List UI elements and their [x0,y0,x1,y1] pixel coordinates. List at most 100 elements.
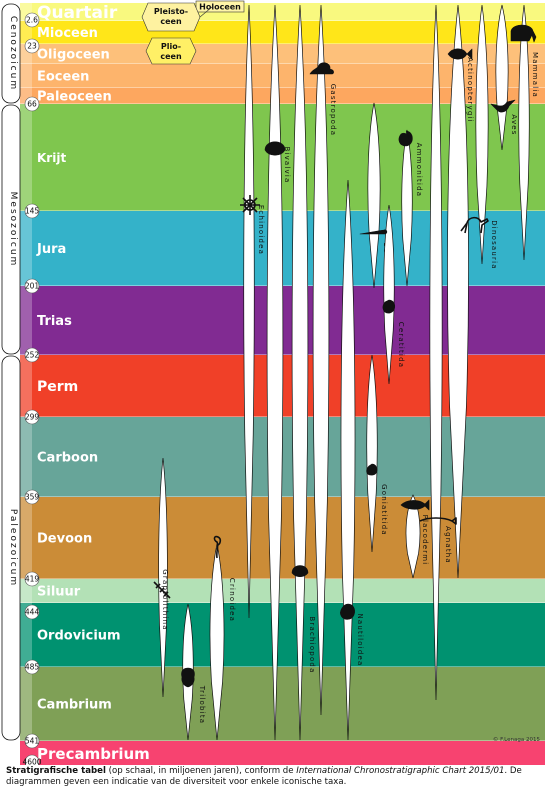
age-label-201: 201 [25,282,40,291]
era-label-cenozoicum: Cenozoicum [8,16,18,91]
age-marker-419 [24,571,40,587]
stage-column-carboon [20,417,32,497]
taxon-label-ammonitida: Ammonitida [415,143,423,198]
age-label-66: 66 [27,100,37,109]
age-marker-145 [24,203,40,219]
era-label-paleozoicum: Paleozoicum [8,509,18,587]
period-band-ordovicium [20,603,545,667]
taxon-spindle-nautiloidea [340,179,356,741]
mammoth-icon [510,24,537,43]
taxon-spindle-ceratitida [383,204,395,385]
taxon-spindle-dinosauria [475,4,489,265]
stage-column-ordovicium [20,603,32,667]
age-marker-299 [24,409,40,425]
pleistoceen-callout-box [141,2,201,32]
taxon-label-dinosauria: Dinosauria [490,220,498,270]
taxa-silhouettes [153,24,537,688]
taxon-spindle-goniatitida [366,354,378,553]
stage-column-jura [20,211,32,286]
age-marker-359 [24,489,40,505]
age-label-419: 419 [25,575,40,584]
period-label-krijt: Krijt [37,151,66,165]
period-label-jura: Jura [36,242,66,257]
ray-finned-fish-icon-shape [447,48,473,60]
taxon-label-mammalia: Mammalia [531,52,539,98]
period-label-eoceen: Eoceen [37,70,89,85]
taxon-spindle-ammonitida [401,129,413,287]
goniatite-icon-shape [366,463,378,476]
dinosaur-icon [460,216,489,234]
age-label-485: 485 [25,663,40,672]
age-marker-66 [24,96,40,112]
period-band-cambrium [20,667,545,741]
taxon-label-actinopterygii: Actinopterygii [466,57,474,123]
jawless-fish-icon-shape [419,517,457,525]
sea-urchin-icon [240,195,260,215]
age-label-2-6: 2.6 [26,16,38,25]
taxon-label-echinoidea: Echinoidea [257,205,265,255]
graptolite-icon-shape [153,581,171,599]
stage-column-trias [20,286,32,355]
brachiopod-icon-shape [291,565,309,578]
plioceen-callout-box [145,37,197,65]
era-label-mesozoicum: Mesozoicum [8,192,18,268]
taxon-label-crinoidea: Crinoidea [228,578,236,622]
taxon-spindle-bivalvia [266,4,284,741]
ammonite-icon [398,130,413,147]
taxon-spindle-placodermi [405,494,421,579]
taxon-label-goniatitida: Goniatitida [380,484,388,536]
taxon-label-agnatha: Agnatha [444,526,452,564]
sea-urchin-icon-shape [240,195,260,215]
period-label-paleoceen: Paleoceen [37,90,112,105]
period-label-ordovicium: Ordovicium [37,629,121,644]
age-label-252: 252 [25,351,40,360]
pleistoceen-label-0: Pleisto- [154,7,188,16]
period-band-mioceen [20,21,545,44]
trilobite-icon [181,667,195,688]
ceratite-icon [382,299,396,314]
snail-icon-shape [309,62,334,75]
dinosaur-icon-shape [460,216,489,234]
era-box-cenozoicum [1,3,21,104]
placoderm-icon [400,499,430,511]
period-band-siluur [20,579,545,603]
period-label-quartair: Quartair [37,3,118,23]
ceratite-icon-shape [382,299,396,314]
period-label-carboon: Carboon [37,451,98,466]
age-marker-485 [24,659,40,675]
callout-leader-line [199,6,213,18]
taxon-label-nautiloidea: Nautiloidea [356,613,364,666]
caption-text-1: (op schaal, in miljoenen jaren), conform… [105,766,297,776]
taxon-label-brachiopoda: Brachiopoda [308,616,316,673]
stage-column-eoceen [20,64,32,88]
trilobite-icon-shape [181,667,195,688]
holoceen-callout-box [195,0,245,13]
taxon-spindle-gastropoda [312,4,330,716]
period-band-devoon [20,497,545,579]
era-box-paleozoicum [1,355,21,741]
taxon-spindle-graptolithina [158,457,168,698]
period-label-devoon: Devoon [37,532,92,547]
age-label-23: 23 [27,42,37,51]
jawless-fish-icon [419,517,457,525]
plioceen-label-0: Plio- [161,42,181,51]
figure-caption: Stratigrafische tabel (op schaal, in mil… [6,766,540,788]
graptolite-icon [153,581,171,599]
mammoth-icon-shape [510,24,537,43]
taxon-spindle-echinoidea [243,4,255,619]
age-marker-2-6 [24,12,40,28]
ammonite-icon-shape [398,130,413,147]
age-marker-201 [24,278,40,294]
period-band-precambrium [20,741,545,765]
age-marker-4600 [24,754,40,765]
caption-title: Stratigrafische tabel [6,766,106,776]
age-marker-444 [24,604,40,620]
age-label-4600: 4600 [22,758,41,765]
age-label-299: 299 [25,413,40,422]
nautilus-icon-shape [340,603,355,620]
era-box-mesozoicum [1,104,21,355]
goniatite-icon [366,463,378,476]
period-label-mioceen: Mioceen [37,26,98,41]
age-label-145: 145 [25,207,40,216]
